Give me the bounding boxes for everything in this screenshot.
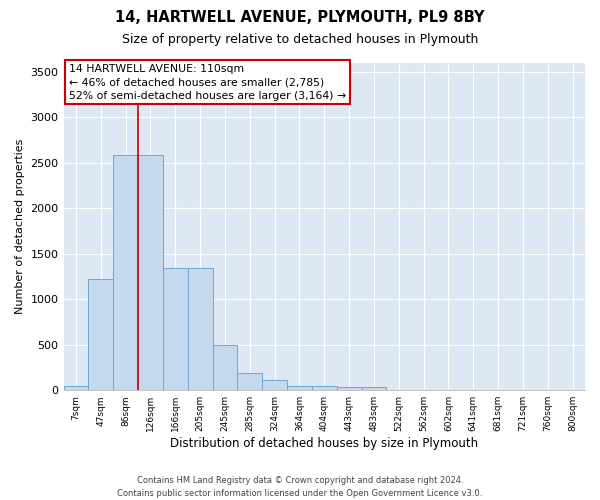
Text: 14 HARTWELL AVENUE: 110sqm
← 46% of detached houses are smaller (2,785)
52% of s: 14 HARTWELL AVENUE: 110sqm ← 46% of deta… — [69, 64, 346, 100]
Bar — [64, 386, 88, 390]
X-axis label: Distribution of detached houses by size in Plymouth: Distribution of detached houses by size … — [170, 437, 478, 450]
Text: Contains HM Land Registry data © Crown copyright and database right 2024.
Contai: Contains HM Land Registry data © Crown c… — [118, 476, 482, 498]
Y-axis label: Number of detached properties: Number of detached properties — [15, 138, 25, 314]
Bar — [163, 268, 188, 390]
Bar — [88, 279, 113, 390]
Text: 14, HARTWELL AVENUE, PLYMOUTH, PL9 8BY: 14, HARTWELL AVENUE, PLYMOUTH, PL9 8BY — [115, 10, 485, 25]
Bar — [312, 386, 337, 390]
Bar — [362, 388, 386, 390]
Bar — [212, 344, 238, 390]
Bar — [138, 156, 163, 390]
Bar — [262, 380, 287, 390]
Bar — [188, 268, 212, 390]
Bar — [238, 373, 262, 390]
Text: Size of property relative to detached houses in Plymouth: Size of property relative to detached ho… — [122, 32, 478, 46]
Bar — [287, 386, 312, 390]
Bar — [113, 156, 138, 390]
Bar — [337, 388, 362, 390]
